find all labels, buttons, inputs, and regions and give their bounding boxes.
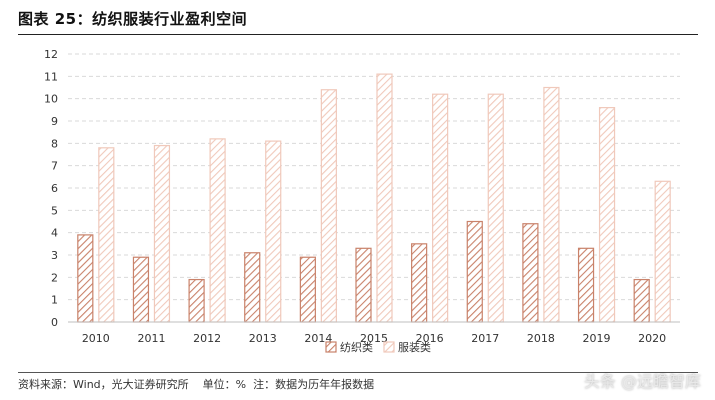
legend-label: 服装类 [398,340,431,354]
bar-apparel [98,147,115,323]
y-tick-label: 11 [44,70,58,83]
bar-apparel [320,89,337,323]
title-divider [18,34,698,35]
x-tick-label: 2013 [249,332,277,345]
bar-apparel [543,86,560,323]
legend-swatch [383,341,395,353]
bar-textile [77,234,94,323]
bar-apparel [153,144,171,323]
bar-apparel [432,93,449,323]
y-tick-label: 6 [51,182,58,195]
note-text: 注：数据为历年年报数据 [253,378,375,391]
bar-textile [577,247,595,323]
bar-textile [522,223,539,323]
x-tick-label: 2014 [304,332,332,345]
source-text: 资料来源：Wind，光大证券研究所 [18,378,189,391]
unit-text: 单位：% [202,378,247,391]
bar-textile [411,243,428,323]
footer-divider [18,372,698,373]
bar-apparel [598,106,616,323]
x-tick-label: 2015 [360,332,388,345]
x-tick-label: 2019 [583,332,611,345]
legend-swatch [325,341,337,353]
y-tick-label: 4 [51,227,58,240]
x-tick-label: 2016 [416,332,444,345]
bar-textile [355,247,372,323]
y-tick-label: 7 [51,160,58,173]
bar-textile [188,278,205,323]
bar-apparel [654,180,671,323]
x-tick-label: 2011 [137,332,165,345]
legend-label: 纺织类 [340,340,373,354]
y-tick-label: 9 [51,115,58,128]
bar-textile [633,278,650,323]
y-tick-label: 2 [51,271,58,284]
x-tick-label: 2020 [638,332,666,345]
y-tick-label: 3 [51,249,58,262]
x-tick-label: 2018 [527,332,555,345]
legend: 纺织类 服装类 [325,340,431,354]
y-tick-label: 10 [44,93,58,106]
bar-textile [299,256,316,323]
chart-title: 图表 25：纺织服装行业盈利空间 [18,10,248,28]
y-tick-label: 0 [51,316,58,329]
watermark: 头条 @远瞻智库 [583,372,701,391]
bar-apparel [209,138,226,323]
y-tick-label: 12 [44,48,58,61]
bar-apparel [376,73,393,323]
x-tick-label: 2017 [471,332,499,345]
x-tick-label: 2010 [82,332,110,345]
y-tick-label: 8 [51,137,58,150]
bar-textile [466,220,483,323]
bar-apparel [265,140,282,323]
bar-apparel [487,93,504,323]
bar-textile [132,256,150,323]
bar-textile [244,252,261,323]
footer-note: 资料来源：Wind，光大证券研究所 单位：% 注：数据为历年年报数据 [18,376,374,392]
y-tick-label: 1 [51,294,58,307]
x-tick-label: 2012 [193,332,221,345]
bars [77,73,671,323]
y-tick-label: 5 [51,204,58,217]
